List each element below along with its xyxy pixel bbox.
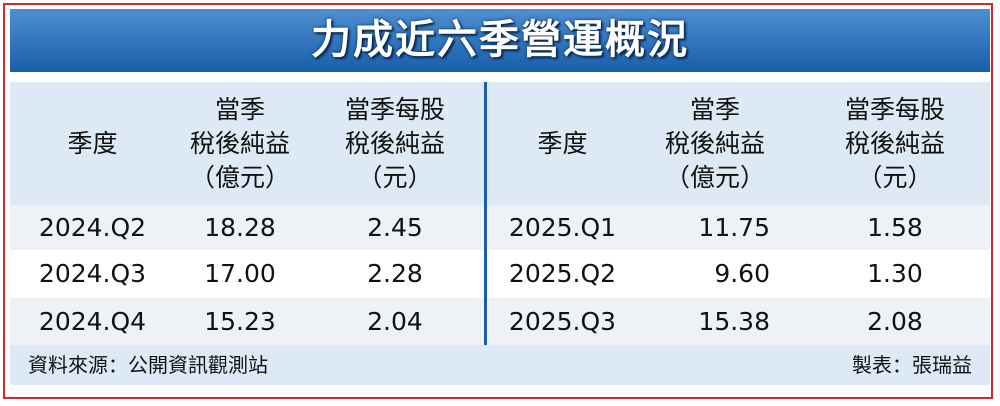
row-band	[10, 298, 990, 345]
table-cell: 2.28	[367, 259, 423, 288]
header-line: （億元）	[189, 162, 290, 192]
header-line: （億元）	[664, 162, 765, 192]
header-line: 當季	[214, 94, 265, 124]
header-cell: 當季每股稅後純益 （元）	[815, 82, 975, 205]
header-cell: 當季每股稅後純益 （元）	[320, 82, 470, 205]
table-cell: 2.45	[367, 212, 423, 242]
author: 製表：張瑞益	[852, 353, 972, 377]
table-cell: 2024.Q4	[38, 306, 147, 336]
header-cell: 季度	[495, 82, 630, 205]
header-line: 當季	[689, 94, 740, 124]
header-line: 稅後純益	[844, 128, 945, 158]
header-line: （元）	[357, 162, 433, 192]
row-band	[10, 250, 990, 298]
table-cell: 2.04	[367, 306, 423, 336]
table-cell: 18.28	[204, 212, 276, 242]
table-cell: 11.75	[698, 212, 770, 242]
header-line: 當季每股	[344, 94, 445, 124]
table-cell: 15.23	[204, 306, 276, 336]
table-cell: 9.60	[714, 259, 770, 288]
table-cell: 2024.Q3	[38, 259, 147, 288]
header-line: 季度	[67, 128, 118, 158]
table-cell: 17.00	[204, 259, 276, 288]
header-line: 當季每股	[844, 94, 945, 124]
frame	[3, 3, 993, 399]
header-line: （元）	[857, 162, 933, 192]
table-cell: 2025.Q2	[508, 259, 617, 288]
footer-band	[10, 345, 990, 385]
table-cell: 2025.Q1	[508, 212, 617, 242]
header-line: 稅後純益	[189, 128, 290, 158]
title-bar: 力成近六季營運概況	[10, 9, 990, 72]
table-cell: 2025.Q3	[508, 306, 617, 336]
header-cell: 當季稅後純益 （億元）	[640, 82, 790, 205]
table-cell: 1.30	[867, 259, 923, 288]
header-band	[10, 82, 990, 205]
source: 資料來源：公開資訊觀測站	[28, 353, 268, 377]
row-band	[10, 205, 990, 250]
header-cell: 季度	[20, 82, 165, 205]
table-cell: 2.08	[867, 306, 923, 336]
header-line: 稅後純益	[664, 128, 765, 158]
header-line: 季度	[537, 128, 588, 158]
table-cell: 15.38	[698, 306, 770, 336]
divider	[484, 82, 487, 345]
header-line: 稅後純益	[344, 128, 445, 158]
title: 力成近六季營運概況	[311, 17, 689, 63]
table-cell: 1.58	[867, 212, 923, 242]
table-cell: 2024.Q2	[38, 212, 147, 242]
header-cell: 當季稅後純益 （億元）	[165, 82, 315, 205]
